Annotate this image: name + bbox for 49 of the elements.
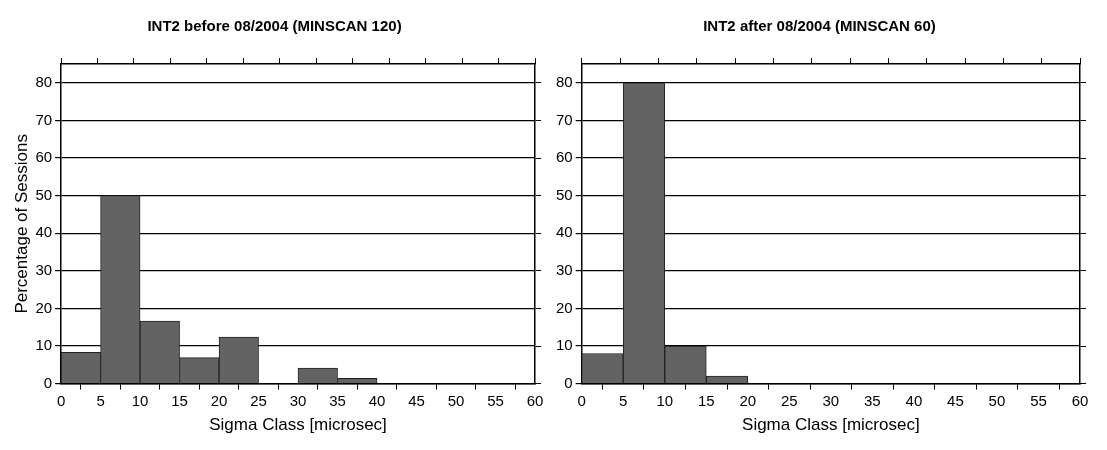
x-tick-label: 25 — [250, 391, 267, 409]
x-tick-label: 10 — [656, 391, 674, 409]
x-tick-label: 15 — [171, 391, 188, 409]
x-tick-label: 50 — [988, 391, 1006, 409]
y-tick-label: 10 — [35, 336, 53, 354]
x-tick-label: 35 — [864, 391, 881, 409]
chart-title: INT2 before 08/2004 (MINSCAN 120) — [147, 17, 402, 35]
y-tick-label: 0 — [43, 373, 53, 391]
x-tick-label: 60 — [1071, 391, 1089, 409]
y-tick-label: 20 — [556, 298, 573, 316]
y-tick-label: 50 — [35, 185, 53, 203]
x-tick-label: 55 — [1030, 391, 1047, 409]
x-tick-label: 40 — [368, 391, 386, 409]
y-tick-label: 20 — [35, 298, 53, 316]
x-tick-label: 35 — [329, 391, 346, 409]
x-tick-label: 50 — [447, 391, 465, 409]
y-tick-label: 60 — [35, 148, 53, 166]
x-axis-title: Sigma Class [microsec] — [742, 415, 920, 435]
y-tick-label: 80 — [556, 72, 573, 90]
y-tick-label: 40 — [35, 223, 53, 241]
x-tick-label: 60 — [526, 391, 544, 409]
y-tick-label: 40 — [556, 223, 573, 241]
y-tick-label: 70 — [556, 110, 573, 128]
y-axis-title: Percentage of Sessions — [11, 134, 31, 314]
x-tick-label: 55 — [487, 391, 504, 409]
x-tick-label: 45 — [947, 391, 964, 409]
y-tick-label: 50 — [556, 185, 573, 203]
x-tick-label: 10 — [131, 391, 149, 409]
x-axis-title: Sigma Class [microsec] — [209, 415, 387, 435]
y-tick-label: 80 — [35, 72, 53, 90]
y-tick-label: 30 — [35, 260, 53, 278]
y-tick-label: 30 — [556, 260, 573, 278]
y-tick-label: 70 — [35, 110, 53, 128]
x-tick-label: 0 — [56, 391, 66, 409]
x-tick-label: 0 — [577, 391, 586, 409]
x-tick-label: 20 — [210, 391, 228, 409]
x-tick-label: 30 — [289, 391, 307, 409]
x-tick-label: 45 — [408, 391, 425, 409]
x-tick-label: 30 — [822, 391, 840, 409]
y-tick-label: 10 — [556, 336, 573, 354]
x-tick-label: 25 — [780, 391, 798, 409]
chart-title: INT2 after 08/2004 (MINSCAN 60) — [703, 17, 936, 35]
y-tick-label: 0 — [564, 373, 573, 391]
x-tick-label: 20 — [739, 391, 757, 409]
x-tick-label: 5 — [96, 391, 105, 409]
x-tick-label: 40 — [905, 391, 923, 409]
y-tick-label: 60 — [556, 148, 573, 166]
x-tick-label: 5 — [619, 391, 628, 409]
x-tick-label: 15 — [697, 391, 715, 409]
